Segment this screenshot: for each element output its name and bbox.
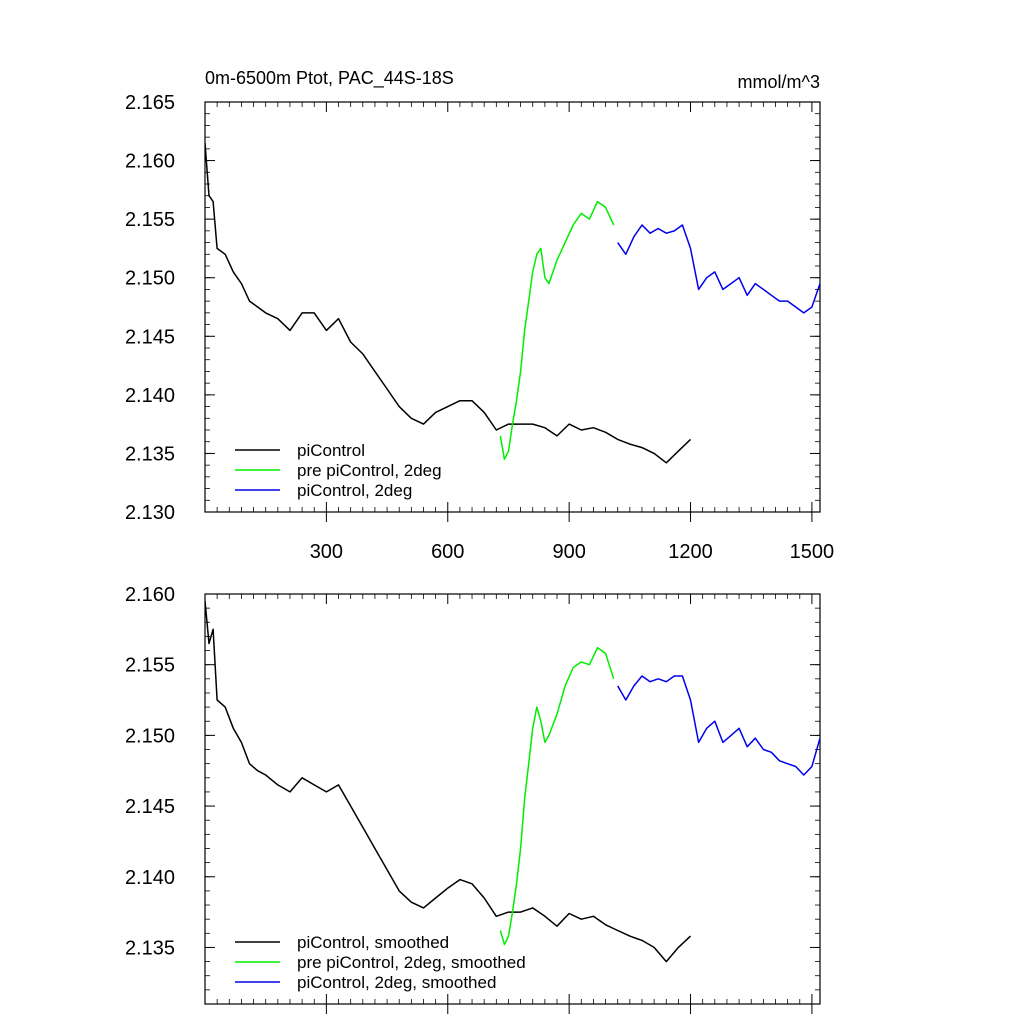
series-line-1 xyxy=(499,200,615,461)
series-line-0 xyxy=(205,142,692,464)
legend-label-2: piControl, 2deg xyxy=(297,481,412,500)
y-tick-label: 2.145 xyxy=(125,796,175,818)
plot-frame xyxy=(204,593,821,1005)
y-tick-label: 2.130 xyxy=(125,502,175,524)
legend-label-1: pre piControl, 2deg, smoothed xyxy=(297,953,526,972)
y-tick-label: 2.165 xyxy=(125,92,175,114)
legend-label-1: pre piControl, 2deg xyxy=(297,461,442,480)
y-tick-label: 2.160 xyxy=(125,151,175,173)
y-tick-label: 2.140 xyxy=(125,867,175,889)
legend-label-0: piControl xyxy=(297,441,365,460)
plot-frame xyxy=(204,101,821,513)
bottom-panel: 2.135 2.140 2.145 2.150 2.155 2.160 piControl,… xyxy=(125,584,821,1014)
y-tick-label: 2.150 xyxy=(125,725,175,747)
series-line-2 xyxy=(617,224,820,314)
x-tick-label: 1200 xyxy=(668,541,713,563)
chart-title: 0m-6500m Ptot, PAC_44S-18S xyxy=(205,68,454,89)
series-line-2 xyxy=(617,675,820,776)
x-tick-label: 300 xyxy=(310,541,343,563)
y-tick-label: 2.140 xyxy=(125,385,175,407)
series-line-0 xyxy=(205,601,692,963)
y-tick-label: 2.145 xyxy=(125,326,175,348)
top-panel: 300 600 900 1200 1500 2.130 2.135 2.140 2.145 2.1… xyxy=(125,68,834,563)
y-tick-label: 2.160 xyxy=(125,584,175,606)
legend-label-2: piControl, 2deg, smoothed xyxy=(297,973,496,992)
y-tick-label: 2.155 xyxy=(125,655,175,677)
legend-label-0: piControl, smoothed xyxy=(297,933,449,952)
series-line-1 xyxy=(499,646,615,946)
x-tick-label: 900 xyxy=(552,541,585,563)
y-tick-label: 2.135 xyxy=(125,443,175,465)
x-tick-label: 1500 xyxy=(790,541,835,563)
units-label: mmol/m^3 xyxy=(738,72,820,92)
y-tick-label: 2.155 xyxy=(125,209,175,231)
x-tick-label: 600 xyxy=(431,541,464,563)
y-tick-label: 2.150 xyxy=(125,268,175,290)
y-tick-label: 2.135 xyxy=(125,937,175,959)
